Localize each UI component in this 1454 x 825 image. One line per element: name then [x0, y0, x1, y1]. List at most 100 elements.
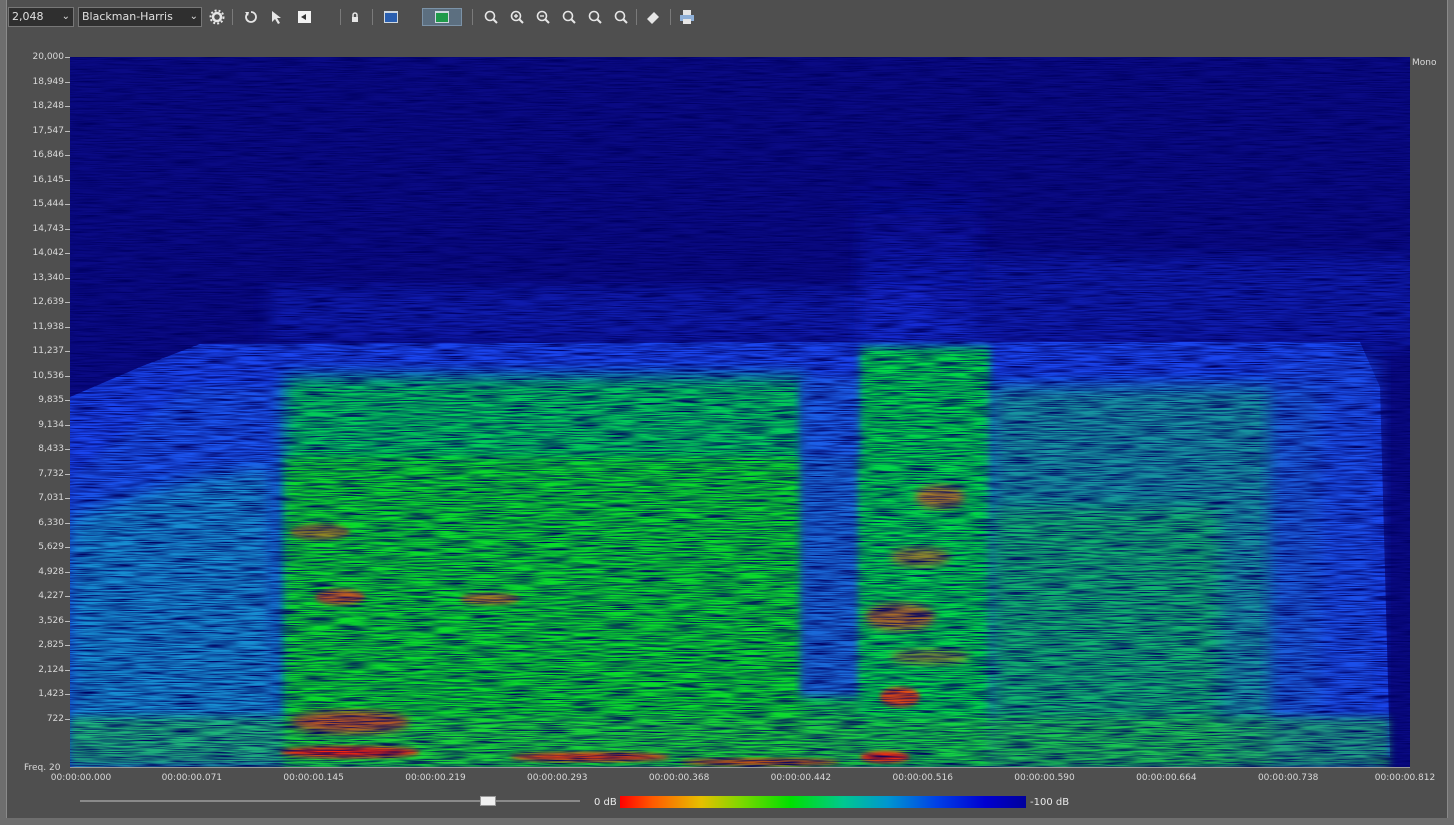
window-function-select[interactable]: Blackman-Harris ⌄	[78, 7, 202, 27]
y-tick-label: 7,031	[38, 493, 64, 503]
y-tick-label: 12,639	[32, 297, 65, 307]
cursor-icon[interactable]	[268, 8, 286, 26]
colorbar-min-label: -100 dB	[1030, 797, 1070, 808]
y-tick-label: 13,340	[32, 272, 65, 283]
y-tick-mark	[65, 302, 70, 303]
y-tick-mark	[65, 106, 70, 107]
y-tick-mark	[65, 130, 70, 132]
y-tick-mark	[65, 326, 70, 328]
y-tick-label: 18,248	[32, 101, 65, 111]
x-axis-line	[70, 767, 1410, 768]
y-tick-mark	[65, 498, 70, 499]
y-tick-mark	[65, 571, 70, 573]
x-tick-label: 00:00:00.812	[1374, 773, 1436, 783]
toolbar-separator	[372, 9, 373, 25]
print-icon[interactable]	[678, 8, 696, 26]
view-icon[interactable]	[296, 8, 314, 26]
y-tick-mark	[65, 253, 70, 254]
y-tick-mark	[65, 277, 70, 279]
y-tick-label: 14,042	[32, 248, 65, 258]
chevron-down-icon: ⌄	[189, 11, 198, 22]
window-function-value: Blackman-Harris	[82, 10, 173, 23]
y-tick-label: 7,732	[38, 468, 64, 479]
y-tick-mark	[65, 400, 70, 401]
y-tick-label-min: 20	[49, 763, 61, 773]
toolbar-separator	[670, 9, 671, 25]
y-tick-label: 1,423	[38, 689, 64, 699]
zoom-out-icon[interactable]	[534, 8, 552, 26]
zoom-full-icon[interactable]	[612, 8, 630, 26]
y-tick-label: 5,629	[38, 542, 64, 552]
y-tick-label: 11,237	[32, 346, 65, 356]
y-tick-mark	[65, 57, 70, 58]
fft-size-value: 2,048	[12, 10, 44, 23]
spectrogram-image	[70, 57, 1410, 767]
y-tick-mark	[65, 155, 70, 156]
y-tick-label: 4,227	[38, 591, 64, 601]
y-tick-mark	[65, 669, 70, 671]
x-tick-label: 00:00:00.000	[50, 773, 112, 783]
y-tick-mark	[65, 424, 70, 426]
y-tick-label: 20,000	[32, 52, 65, 62]
y-tick-label: 11,938	[32, 321, 65, 332]
toolbar-separator	[636, 9, 637, 25]
y-tick-label: 9,134	[38, 419, 64, 430]
chevron-down-icon: ⌄	[61, 11, 70, 22]
y-tick-mark	[65, 81, 70, 83]
settings-icon[interactable]	[208, 8, 226, 26]
y-tick-label: 8,433	[38, 444, 64, 454]
y-tick-mark	[65, 547, 70, 548]
y-tick-label: 2,825	[38, 640, 64, 650]
y-tick-mark	[65, 179, 70, 181]
fft-size-select[interactable]: 2,048 ⌄	[8, 7, 74, 27]
y-tick-mark	[65, 645, 70, 646]
y-tick-mark	[65, 473, 70, 475]
y-tick-mark	[65, 375, 70, 377]
y-tick-label: 4,928	[38, 566, 64, 577]
zoom-in-icon[interactable]	[508, 8, 526, 26]
y-tick-label: 3,526	[38, 615, 64, 626]
y-tick-label: 16,145	[32, 174, 65, 185]
x-tick-label: 00:00:00.516	[892, 773, 953, 783]
zoom-selection-icon[interactable]	[586, 8, 604, 26]
scrollbar-thumb[interactable]	[480, 796, 496, 806]
toolbar: 2,048 ⌄ Blackman-Harris ⌄	[6, 4, 1106, 28]
lock-icon[interactable]	[346, 8, 364, 26]
y-tick-label: 14,743	[32, 223, 65, 234]
y-tick-label: 6,330	[38, 517, 64, 528]
spectrogram-plot[interactable]	[70, 57, 1410, 767]
y-tick-mark	[65, 522, 70, 524]
reset-icon[interactable]	[242, 8, 260, 26]
colorbar-max-label: 0 dB	[594, 797, 617, 808]
x-tick-label: 00:00:00.368	[648, 773, 710, 783]
y-tick-label: 10,536	[32, 370, 65, 381]
x-tick-label: 00:00:00.293	[527, 773, 588, 783]
x-tick-label: 00:00:00.442	[770, 773, 832, 783]
toolbar-separator	[340, 9, 341, 25]
energy-layers	[70, 57, 1410, 767]
channel-label: Mono	[1412, 58, 1437, 68]
y-tick-label: 2,124	[38, 664, 64, 675]
x-tick-label: 00:00:00.590	[1014, 773, 1075, 783]
toolbar-separator	[232, 9, 233, 25]
y-tick-mark	[65, 228, 70, 230]
y-tick-mark	[65, 204, 70, 205]
x-tick-label: 00:00:00.071	[161, 773, 223, 783]
y-axis-title: Freq. 20	[24, 763, 60, 773]
zoom-icon[interactable]	[482, 8, 500, 26]
y-tick-label: 18,949	[32, 76, 65, 87]
spectrogram-view-icon[interactable]	[422, 8, 462, 26]
y-axis-label: Freq.	[24, 763, 47, 773]
spectrum-view-icon[interactable]	[382, 8, 400, 26]
scrollbar-track[interactable]	[80, 800, 580, 802]
x-tick-label: 00:00:00.219	[405, 773, 466, 783]
y-tick-mark	[65, 449, 70, 450]
x-tick-label: 00:00:00.664	[1136, 773, 1197, 783]
eraser-icon[interactable]	[644, 8, 662, 26]
y-tick-mark	[65, 718, 70, 720]
y-tick-label: 9,835	[38, 395, 64, 405]
toolbar-separator	[472, 9, 473, 25]
zoom-fit-icon[interactable]	[560, 8, 578, 26]
y-tick-label: 15,444	[32, 199, 65, 209]
y-tick-mark	[65, 351, 70, 352]
